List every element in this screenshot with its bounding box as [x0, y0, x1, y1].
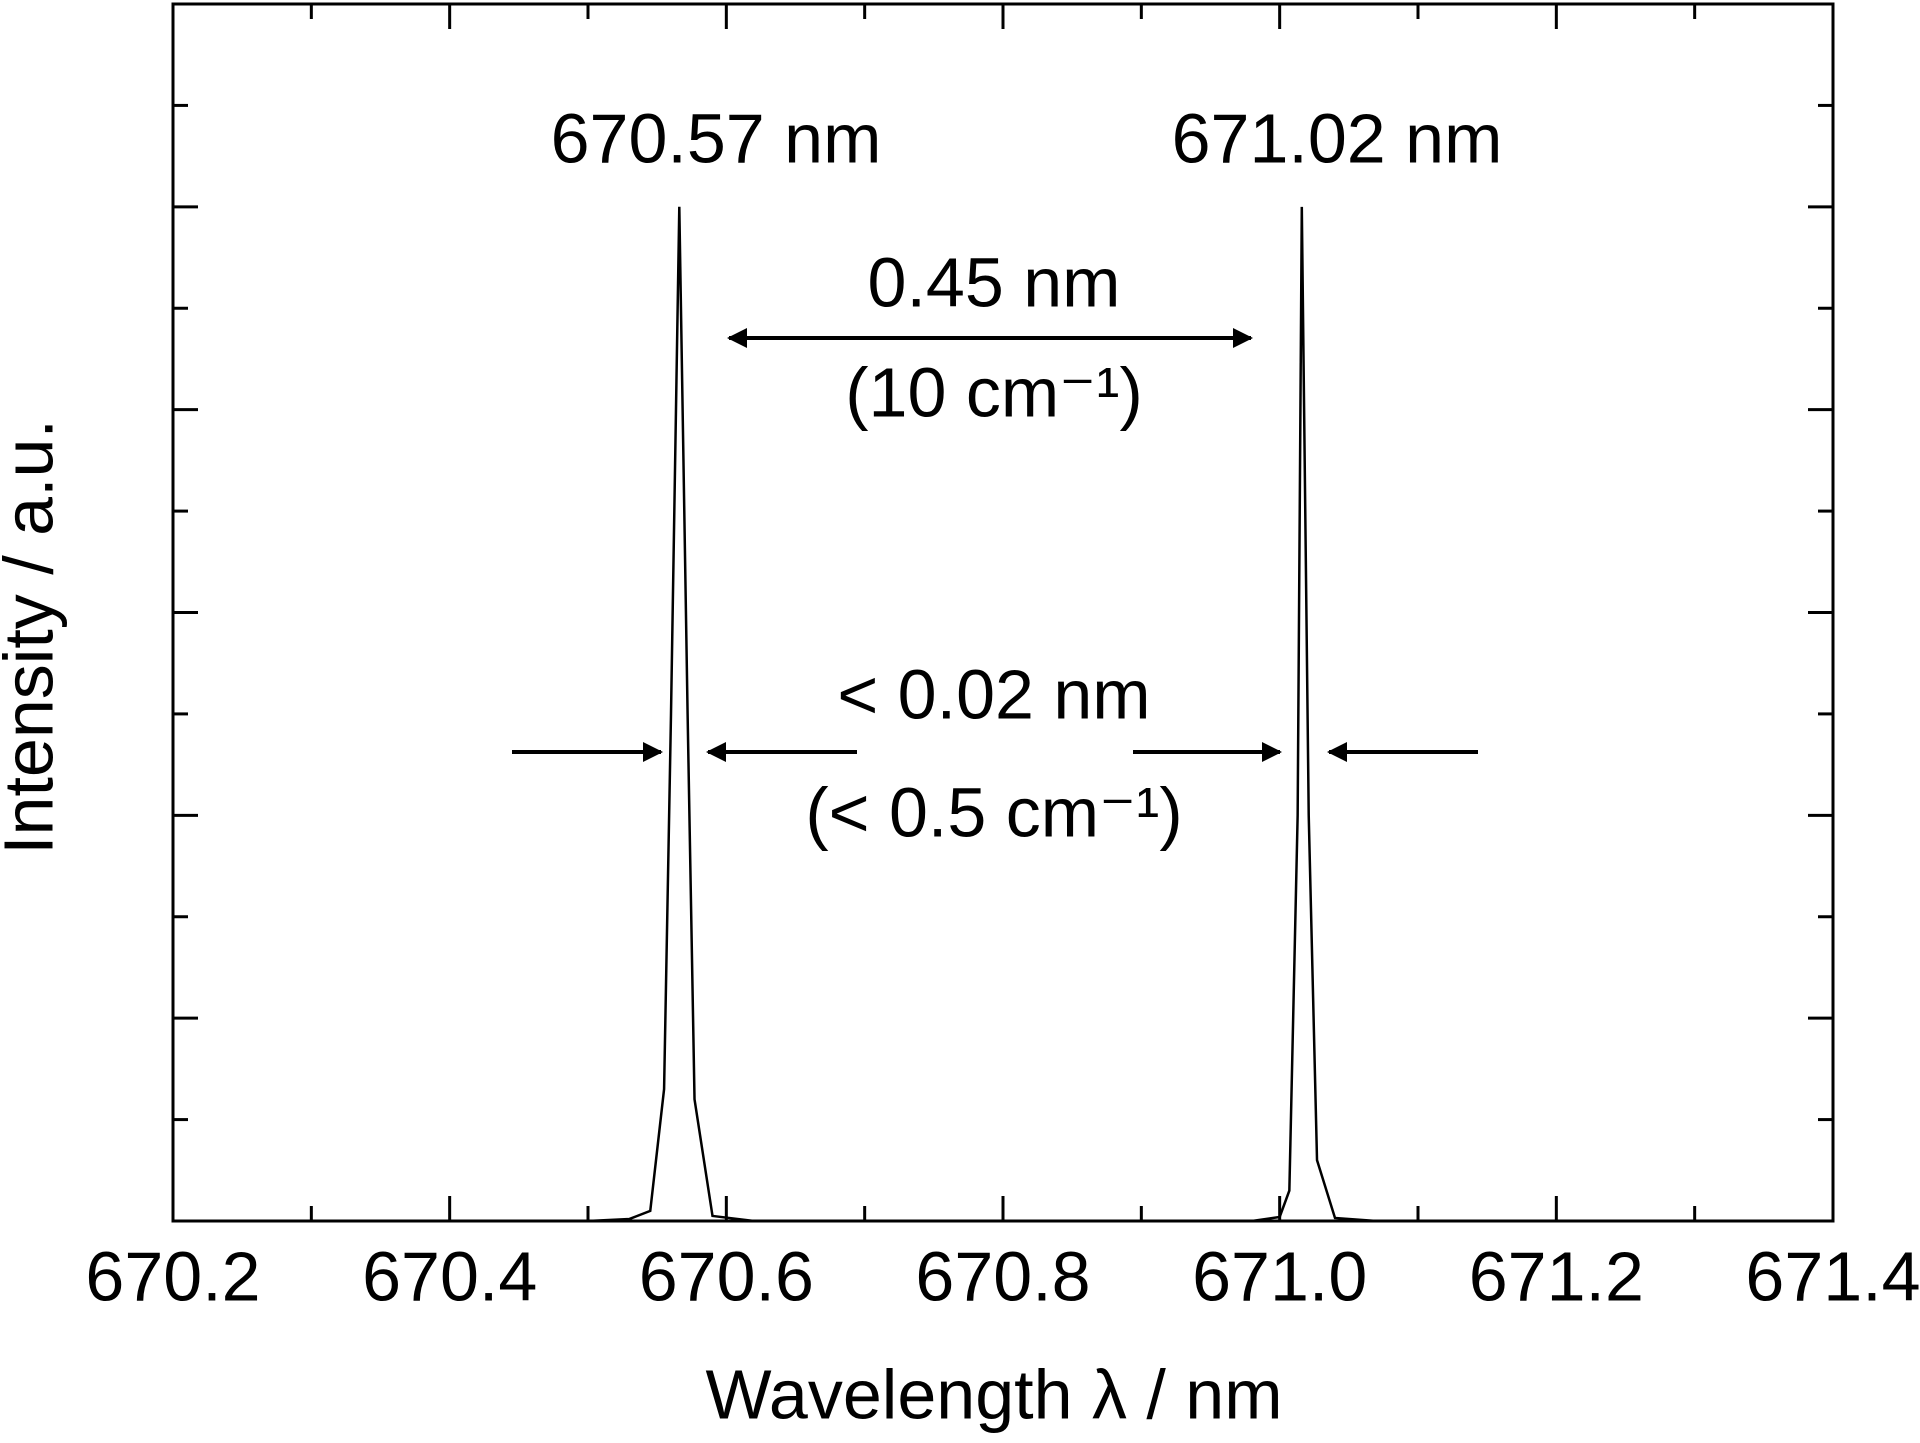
annotation: (10 cm⁻¹) [845, 353, 1143, 431]
annotation: 671.02 nm [1172, 99, 1503, 177]
arrows [512, 328, 1478, 762]
annotation: 670.57 nm [551, 99, 882, 177]
x-tick-label: 670.4 [362, 1237, 537, 1315]
annotation: 0.45 nm [868, 243, 1121, 321]
spectrum-line [173, 206, 1833, 1223]
x-tick-label: 670.8 [915, 1237, 1090, 1315]
x-tick-label: 671.0 [1192, 1237, 1367, 1315]
annotation: (< 0.5 cm⁻¹) [805, 773, 1182, 851]
x-tick-label: 670.2 [85, 1237, 260, 1315]
y-axis-label: Intensity / a.u. [0, 419, 67, 855]
annotation: < 0.02 nm [837, 655, 1150, 733]
x-tick-label: 671.2 [1469, 1237, 1644, 1315]
x-tick-label: 671.4 [1745, 1237, 1920, 1315]
plot-frame [171, 2, 1835, 1223]
x-tick-label: 670.6 [639, 1237, 814, 1315]
x-axis-label: Wavelength λ / nm [705, 1355, 1282, 1433]
